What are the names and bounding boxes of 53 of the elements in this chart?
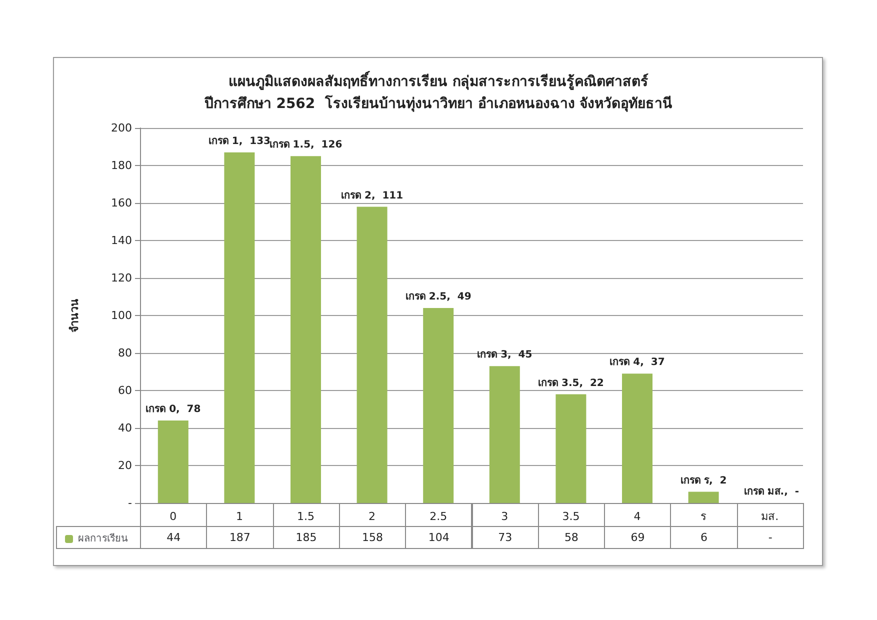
bar — [688, 492, 719, 503]
annotation: เกรด 1, 133 — [208, 136, 271, 147]
x-tick-label: ร — [700, 510, 707, 523]
y-axis-title: จำนวน — [68, 298, 81, 332]
x-tick-label: 3.5 — [562, 510, 580, 523]
y-tick-label: 60 — [118, 384, 132, 397]
bar — [622, 374, 652, 503]
x-tick-label: 1.5 — [297, 510, 314, 523]
annotation: เกรด ร, 2 — [680, 475, 727, 486]
chart-title: แผนภูมิแสดงผลสัมฤทธิ์ทางการเรียน กลุ่มสาระการเรียนรู้คณิตศาสตร์ ปีการศึกษา 2562 โรงเรียนบ้านทุ่งนาวิทยา อำเภอหนองฉาง จังหวัดอุทัยธานี — [203, 70, 673, 112]
bar — [423, 308, 454, 503]
bar — [224, 152, 255, 503]
annotation: เกรด 0, 78 — [146, 404, 201, 415]
annotation: เกรด 1.5, 126 — [269, 140, 342, 151]
y-tick-label: 80 — [118, 346, 132, 360]
data-label: 58 — [538, 526, 606, 549]
y-tick-label: 140 — [111, 234, 132, 247]
x-tick-label: 1 — [236, 510, 243, 523]
data-label: 69 — [604, 526, 672, 549]
legend-label: ผลการเรียน — [78, 532, 128, 544]
data-label: 158 — [338, 526, 406, 549]
annotation: เกรด มส., - — [744, 486, 799, 498]
y-tick-label: 40 — [118, 422, 132, 434]
y-tick-label: 100 — [111, 309, 132, 322]
x-tick-label: 2.5 — [430, 510, 448, 523]
annotation: เกรด 2.5, 49 — [405, 292, 472, 302]
data-label: 185 — [272, 526, 340, 549]
data-label: 187 — [206, 526, 274, 549]
annotation: เกรด 4, 37 — [610, 357, 665, 368]
x-tick-label: 4 — [634, 510, 641, 523]
annotation: เกรด 3.5, 22 — [538, 378, 604, 389]
x-tick-label: 0 — [170, 510, 177, 523]
annotation: เกรด 2, 111 — [341, 190, 404, 202]
y-tick-label: 120 — [111, 272, 132, 284]
x-tick-label: 3 — [501, 510, 508, 523]
text: - — [768, 530, 772, 544]
data-label: 44 — [140, 526, 208, 549]
bar — [158, 420, 188, 503]
y-tick-label: - — [128, 496, 132, 510]
bar — [356, 206, 388, 503]
bar — [556, 394, 586, 503]
y-tick-label: 200 — [111, 122, 132, 134]
data-label: 6 — [670, 526, 738, 549]
data-label: 104 — [405, 526, 472, 549]
bar — [290, 156, 321, 503]
bar — [489, 366, 520, 503]
annotation: เกรด 3, 45 — [477, 350, 532, 361]
y-tick-label: 20 — [118, 459, 132, 472]
x-tick-label: มส. — [761, 510, 779, 523]
y-tick-label: 180 — [111, 159, 132, 172]
x-tick-label: 2 — [368, 510, 376, 523]
data-label: 73 — [472, 526, 539, 549]
y-tick-label: 160 — [111, 196, 132, 210]
